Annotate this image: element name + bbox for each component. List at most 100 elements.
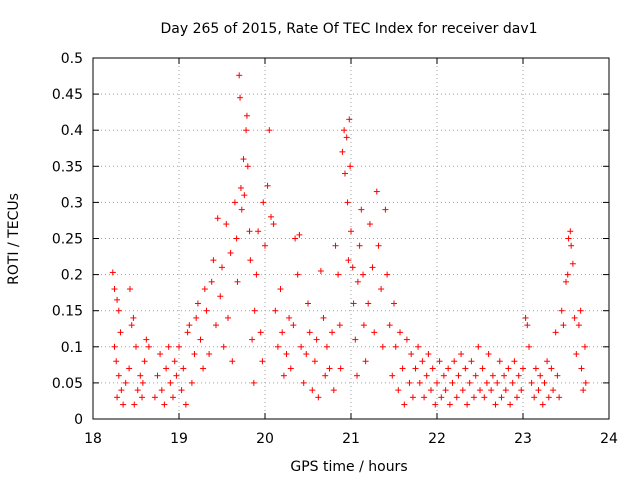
data-point: [287, 365, 294, 372]
data-point: [366, 221, 373, 228]
data-point: [212, 322, 219, 329]
data-point: [573, 351, 580, 358]
data-point: [545, 394, 552, 401]
data-points: [109, 72, 589, 408]
data-point: [378, 286, 385, 293]
data-point: [315, 394, 322, 401]
data-point: [382, 206, 389, 213]
y-tick-label: 0.45: [52, 87, 83, 103]
data-point: [501, 372, 508, 379]
data-point: [548, 365, 555, 372]
data-point: [115, 307, 122, 314]
data-point: [180, 365, 187, 372]
data-point: [365, 300, 372, 307]
y-tick-label: 0.35: [52, 159, 83, 175]
data-point: [488, 387, 495, 394]
data-point: [403, 336, 410, 343]
data-point: [356, 242, 363, 249]
data-point: [360, 322, 367, 329]
data-point: [341, 170, 348, 177]
data-point: [541, 379, 548, 386]
data-point: [240, 156, 247, 163]
data-point: [445, 365, 452, 372]
data-point: [178, 387, 185, 394]
data-point: [554, 372, 561, 379]
data-point: [571, 314, 578, 321]
data-point: [421, 394, 428, 401]
chart-title: Day 265 of 2015, Rate Of TEC Index for r…: [160, 21, 537, 37]
data-point: [311, 358, 318, 365]
data-point: [352, 336, 359, 343]
data-point: [296, 231, 303, 238]
data-point: [526, 343, 533, 350]
data-point: [429, 365, 436, 372]
data-point: [303, 351, 310, 358]
data-point: [306, 329, 313, 336]
data-point: [532, 365, 539, 372]
data-point: [466, 379, 473, 386]
data-point: [320, 314, 327, 321]
data-point: [446, 401, 453, 408]
data-point: [582, 379, 589, 386]
data-point: [262, 242, 268, 249]
data-point: [134, 387, 141, 394]
data-point: [130, 314, 137, 321]
data-point: [158, 387, 165, 394]
data-point: [122, 379, 129, 386]
data-point: [507, 401, 514, 408]
data-point: [336, 322, 343, 329]
data-point: [401, 401, 408, 408]
data-point: [556, 394, 563, 401]
data-point: [412, 365, 419, 372]
data-point: [459, 387, 466, 394]
data-point: [137, 372, 144, 379]
data-point: [349, 264, 356, 271]
data-point: [458, 351, 465, 358]
data-point: [502, 387, 509, 394]
data-point: [197, 336, 204, 343]
data-point: [238, 206, 245, 213]
data-point: [337, 365, 344, 372]
y-tick-label: 0.5: [61, 51, 83, 67]
y-axis-tick-labels: 0 0.05 0.1 0.15 0.2 0.25 0.3 0.35 0.4 0.45 0.5: [52, 51, 83, 428]
data-point: [259, 358, 266, 365]
data-point: [522, 314, 529, 321]
y-tick-label: 0.4: [61, 123, 83, 139]
data-point: [350, 300, 357, 307]
data-point: [223, 221, 230, 228]
data-point: [225, 314, 232, 321]
data-point: [354, 372, 361, 379]
y-tick-label: 0.3: [61, 195, 83, 211]
data-point: [494, 379, 501, 386]
data-point: [479, 365, 486, 372]
data-point: [432, 401, 439, 408]
data-point: [200, 365, 207, 372]
data-point: [220, 343, 227, 350]
data-point: [451, 358, 458, 365]
data-point: [322, 372, 329, 379]
data-point: [113, 358, 120, 365]
data-point: [345, 257, 352, 264]
data-point: [191, 351, 198, 358]
data-point: [233, 235, 240, 242]
data-point: [305, 300, 311, 307]
data-point: [250, 379, 257, 386]
data-point: [438, 394, 445, 401]
data-point: [188, 379, 195, 386]
data-point: [131, 401, 138, 408]
data-point: [163, 365, 170, 372]
data-point: [270, 221, 277, 228]
data-point: [518, 387, 525, 394]
data-point: [455, 372, 462, 379]
data-point: [290, 322, 297, 329]
y-tick-label: 0.25: [52, 232, 83, 248]
data-point: [219, 264, 225, 271]
data-point: [565, 235, 572, 242]
data-point: [309, 387, 316, 394]
data-point: [449, 379, 456, 386]
data-point: [260, 199, 267, 206]
data-point: [509, 379, 516, 386]
data-point: [423, 372, 430, 379]
data-point: [581, 343, 588, 350]
data-point: [485, 351, 492, 358]
